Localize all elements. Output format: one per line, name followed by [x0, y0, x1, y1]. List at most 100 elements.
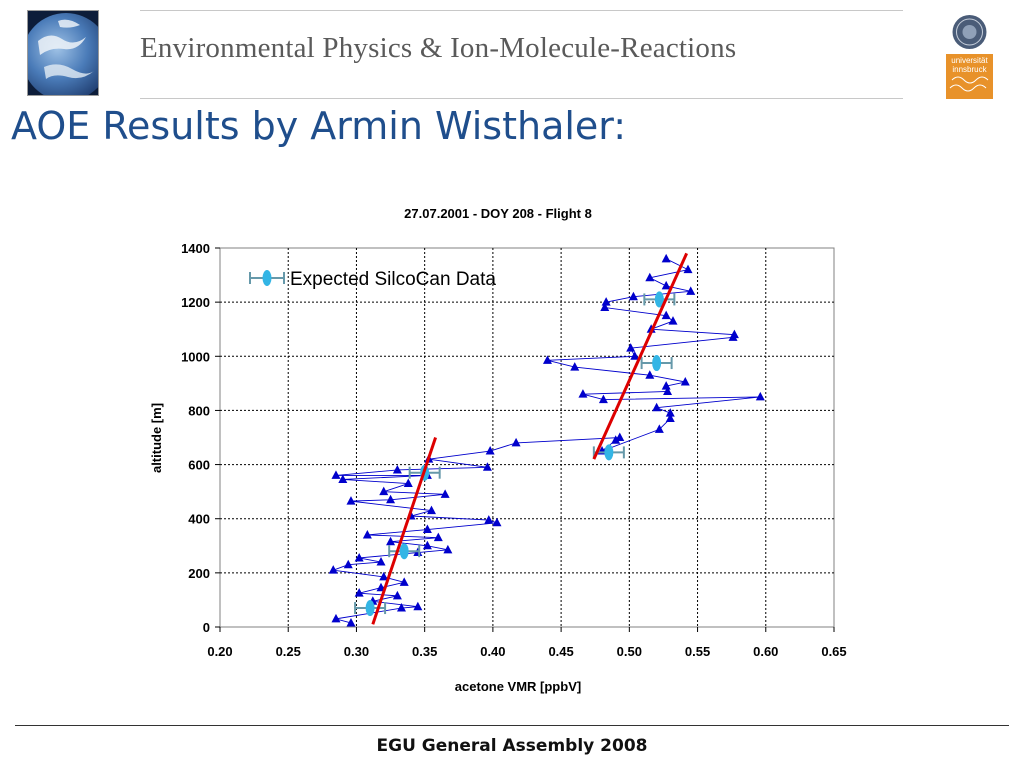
- measured-point: [511, 437, 521, 447]
- y-tick-label: 1200: [181, 295, 210, 310]
- legend-label: Expected SilcoCan Data: [290, 269, 496, 290]
- measured-point: [729, 329, 739, 339]
- measured-point: [482, 462, 492, 471]
- measured-point: [338, 474, 348, 483]
- measured-point: [601, 297, 611, 306]
- y-tick-label: 0: [203, 620, 210, 635]
- measured-series: [328, 253, 765, 627]
- y-tick-label: 400: [188, 512, 210, 527]
- measured-point: [600, 302, 610, 312]
- measured-point: [376, 557, 386, 566]
- header-bottom-rule: [140, 98, 903, 99]
- legend: Expected SilcoCan Data: [249, 269, 496, 290]
- measured-point: [598, 394, 608, 404]
- chart-title: 27.07.2001 - DOY 208 - Flight 8: [404, 206, 592, 221]
- x-tick-label: 0.50: [617, 644, 642, 659]
- y-tick-label: 800: [188, 403, 210, 418]
- measured-point: [433, 532, 443, 542]
- measured-point: [328, 565, 338, 574]
- plot-area: [219, 247, 835, 628]
- x-tick-label: 0.55: [685, 644, 710, 659]
- chart-title-bold: Flight 8: [546, 206, 592, 221]
- y-tick-label: 1400: [181, 241, 210, 256]
- header-title: Environmental Physics & Ion-Molecule-Rea…: [140, 32, 737, 64]
- y-tick-label: 200: [188, 566, 210, 581]
- grid-lines: [220, 248, 834, 627]
- measured-point: [485, 446, 495, 455]
- silcocan-marker: [654, 291, 664, 308]
- silcocan-marker: [652, 355, 662, 372]
- measured-point: [665, 408, 675, 417]
- legend-marker: [262, 270, 272, 286]
- measured-point: [379, 486, 389, 496]
- silcocan-series: [354, 291, 676, 617]
- x-tick-label: 0.30: [344, 644, 369, 659]
- measured-point: [392, 590, 402, 600]
- measured-point: [346, 496, 356, 505]
- measured-point: [399, 577, 409, 586]
- measured-point: [440, 489, 450, 498]
- earth-globe-logo: [27, 10, 99, 96]
- y-axis-ticks: 0 200 400 600 800 1000 1200 1400: [181, 241, 220, 635]
- measured-point: [663, 386, 673, 395]
- x-axis-label: acetone VMR [ppbV]: [455, 679, 581, 694]
- university-name-line1: universität: [951, 56, 988, 65]
- measured-point: [645, 272, 655, 282]
- silcocan-marker: [365, 600, 375, 617]
- fit-line: [371, 437, 438, 625]
- measured-point: [626, 343, 636, 352]
- measured-point: [354, 552, 364, 562]
- x-tick-label: 0.20: [207, 644, 232, 659]
- measured-point: [392, 464, 402, 474]
- measured-point: [680, 377, 690, 386]
- measured-point: [630, 351, 640, 360]
- silcocan-point: [643, 291, 676, 308]
- measured-point: [492, 517, 502, 527]
- y-tick-label: 600: [188, 458, 210, 473]
- x-tick-label: 0.65: [821, 644, 846, 659]
- acetone-altitude-chart: 27.07.2001 - DOY 208 - Flight 8 0.20 0.25…: [149, 206, 847, 694]
- measured-point: [403, 478, 413, 488]
- silcocan-point: [388, 543, 421, 560]
- university-seal-logo: universität innsbruck: [946, 10, 993, 99]
- x-tick-label: 0.35: [412, 644, 437, 659]
- measured-point: [413, 601, 423, 611]
- measured-point: [331, 613, 341, 623]
- measured-point: [443, 544, 453, 554]
- measured-point: [654, 424, 664, 433]
- y-tick-label: 1000: [181, 349, 210, 364]
- measured-point: [661, 381, 671, 390]
- measured-point: [343, 559, 353, 569]
- measured-point: [686, 286, 696, 295]
- measured-point: [386, 494, 396, 504]
- silcocan-point: [592, 444, 625, 461]
- fit-line: [592, 252, 689, 460]
- fit-lines: [371, 252, 689, 625]
- x-axis-ticks: 0.20 0.25 0.30 0.35 0.40 0.45 0.50 0.55 0.60 0.65: [207, 627, 847, 659]
- footer-rule: [15, 725, 1009, 726]
- header-top-rule: [140, 10, 903, 11]
- measured-point: [755, 391, 765, 401]
- measured-point: [683, 264, 693, 274]
- x-tick-label: 0.60: [753, 644, 778, 659]
- measured-point: [665, 413, 675, 423]
- measured-point: [652, 402, 662, 412]
- x-tick-label: 0.40: [480, 644, 505, 659]
- measured-point: [661, 280, 671, 290]
- silcocan-point: [354, 600, 387, 617]
- measured-point: [379, 571, 389, 581]
- measured-point: [645, 370, 655, 379]
- x-tick-label: 0.45: [548, 644, 573, 659]
- measured-point: [362, 529, 372, 539]
- silcocan-marker: [399, 543, 409, 560]
- slide-title: AOE Results by Armin Wisthaler:: [11, 104, 627, 148]
- measured-point: [661, 310, 671, 320]
- measured-point: [628, 291, 638, 301]
- measured-point: [484, 515, 494, 524]
- measured-point: [611, 435, 621, 444]
- measured-point: [570, 362, 580, 371]
- measured-point: [331, 470, 341, 479]
- measured-point: [346, 617, 356, 627]
- measured-point: [422, 524, 432, 534]
- silcocan-point: [640, 355, 673, 372]
